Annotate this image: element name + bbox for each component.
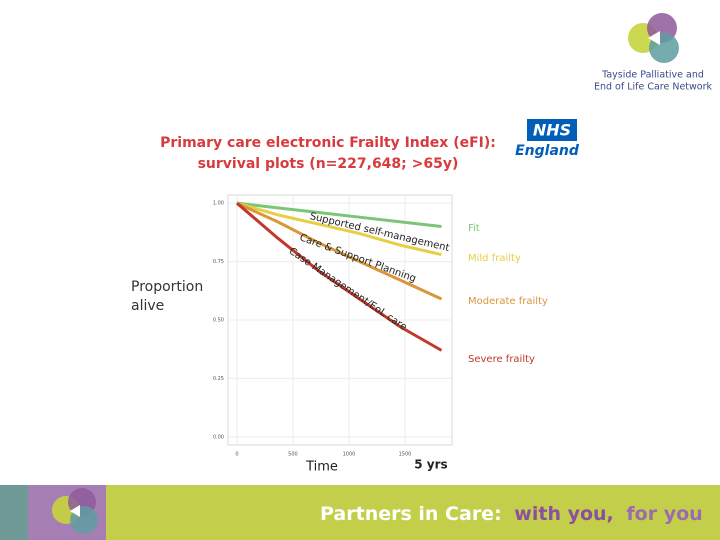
x-axis-label: Time	[305, 460, 338, 475]
footer-band	[0, 485, 720, 540]
footer-tagline: Partners in Care: with you, for you	[320, 503, 703, 525]
x-tick-label: 1000	[343, 452, 356, 458]
series-line	[236, 201, 442, 257]
nhs-badge	[527, 119, 577, 141]
footer-part: with you,	[514, 503, 613, 525]
y-tick-label: 0.00	[213, 434, 224, 440]
legend-label: Severe frailty	[468, 354, 535, 365]
y-tick-label: 1.00	[213, 201, 224, 207]
x-tick-label: 1500	[399, 452, 412, 458]
x-note: 5 yrs	[414, 458, 447, 472]
y-tick-label: 0.75	[213, 259, 224, 265]
chart-title: survival plots (n=227,648; >65y)	[198, 156, 459, 172]
legend-label: Mild frailty	[468, 253, 521, 264]
series-line	[236, 201, 442, 229]
series-line	[236, 201, 443, 301]
series-line	[235, 202, 443, 352]
logo-text: Tayside Palliative and	[601, 70, 704, 81]
footer-block	[0, 485, 28, 540]
plot: 0.00 0.25 0.50 0.75 1.00 0 500 1000 1500 Fit Mild …	[213, 194, 548, 458]
footer-part: for you	[626, 503, 702, 525]
nhs-text: England	[515, 143, 580, 159]
logo-text: End of Life Care Network	[594, 82, 713, 93]
nhs-text: NHS	[533, 121, 571, 140]
footer-part: Partners in Care:	[320, 503, 502, 525]
y-axis-label: alive	[131, 298, 164, 314]
legend-label: Moderate frailty	[468, 296, 548, 307]
y-tick-label: 0.50	[213, 318, 224, 324]
x-tick-label: 500	[288, 452, 298, 458]
legend-label: Fit	[468, 223, 480, 234]
y-axis-label: Proportion	[131, 279, 203, 295]
footer-logo	[52, 488, 98, 534]
x-tick-label: 0	[235, 452, 238, 458]
logo-mark	[628, 13, 679, 63]
y-tick-label: 0.25	[213, 376, 224, 382]
chart-title: Primary care electronic Frailty Index (e…	[160, 135, 496, 151]
